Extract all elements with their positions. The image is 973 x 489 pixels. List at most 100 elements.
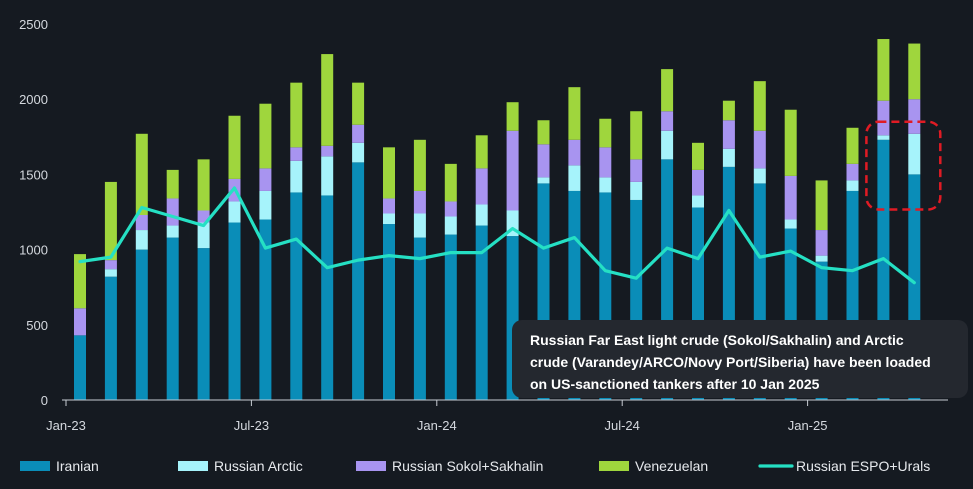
bar-segment-russian-arctic — [197, 222, 210, 249]
bar-segment-venezuelan — [753, 81, 766, 131]
bar-segment-russian-arctic — [753, 168, 766, 184]
bar-segment-venezuelan — [197, 159, 210, 211]
bar-segment-russian-arctic — [692, 195, 704, 208]
y-axis: 0 500 1000 1500 2000 2500 — [19, 17, 48, 408]
y-tick-label: 1500 — [19, 167, 48, 182]
bar-segment-venezuelan — [908, 43, 921, 100]
bar-segment-venezuelan — [413, 139, 426, 191]
bar-segment-russian-sokol-sakhalin — [104, 260, 117, 270]
bar-segment-venezuelan — [228, 115, 241, 179]
bar-segment-venezuelan — [784, 109, 797, 176]
legend-label-iranian: Iranian — [56, 458, 99, 474]
bar-segment-russian-sokol-sakhalin — [815, 230, 828, 256]
bar-segment-russian-arctic — [568, 165, 581, 191]
bar-segment-russian-sokol-sakhalin — [753, 130, 766, 169]
bar-segment-venezuelan — [444, 163, 457, 202]
bar-segment-venezuelan — [321, 54, 334, 146]
legend-swatch-iranian — [20, 461, 50, 471]
bar-segment-russian-arctic — [722, 148, 735, 167]
highlight-dashed-box — [865, 120, 942, 211]
x-tick-label: Jan-23 — [46, 418, 86, 433]
bar-segment-venezuelan — [630, 111, 643, 160]
bar-segment-venezuelan — [135, 133, 148, 216]
x-tick-label: Jan-25 — [788, 418, 828, 433]
bar-segment-russian-sokol-sakhalin — [722, 120, 735, 149]
bar-segment-iranian — [444, 234, 457, 400]
bar-segment-venezuelan — [846, 127, 859, 164]
bar-segment-russian-sokol-sakhalin — [908, 99, 921, 134]
bar-segment-russian-arctic — [135, 230, 148, 250]
bar-segment-russian-arctic — [877, 135, 890, 140]
bar-segment-russian-sokol-sakhalin — [135, 215, 148, 231]
bar-segment-russian-sokol-sakhalin — [630, 159, 643, 182]
bar-segment-venezuelan — [74, 254, 86, 309]
bar-segment-russian-arctic — [784, 219, 797, 229]
bar-segment-iranian — [475, 225, 488, 400]
x-tick-label: Jul-24 — [604, 418, 639, 433]
legend-label-russian-arctic: Russian Arctic — [214, 458, 303, 474]
bar-segment-venezuelan — [104, 181, 117, 261]
bar-segment-iranian — [383, 224, 395, 400]
annotation-line-2: crude (Varandey/ARCO/Novy Port/Siberia) … — [530, 354, 931, 370]
highlight-box — [865, 120, 942, 211]
y-tick-label: 1000 — [19, 243, 48, 258]
bar-segment-russian-arctic — [444, 216, 457, 235]
bar-segment-iranian — [259, 219, 272, 400]
bar-segment-russian-arctic — [475, 204, 488, 226]
bar-segment-iranian — [413, 237, 426, 400]
bar-segment-iranian — [506, 236, 519, 400]
bar-segment-russian-arctic — [846, 180, 859, 191]
bar-segment-russian-sokol-sakhalin — [259, 168, 272, 191]
bar-segment-russian-sokol-sakhalin — [352, 124, 365, 143]
legend-label-venezuelan: Venezuelan — [635, 458, 708, 474]
y-tick-label: 500 — [26, 318, 48, 333]
bar-segment-russian-sokol-sakhalin — [444, 201, 457, 217]
bar-segment-russian-arctic — [537, 177, 550, 184]
bar-segment-venezuelan — [259, 103, 272, 169]
bar-segment-russian-arctic — [908, 133, 921, 175]
bar-segment-venezuelan — [661, 69, 674, 112]
bar-segment-iranian — [135, 249, 148, 400]
bar-segment-russian-sokol-sakhalin — [692, 169, 704, 196]
bar-segment-russian-sokol-sakhalin — [74, 308, 86, 336]
bar-segment-venezuelan — [506, 102, 519, 131]
bar-segment-venezuelan — [166, 169, 179, 199]
bar-segment-iranian — [352, 162, 365, 400]
x-axis: Jan-23 Jul-23 Jan-24 Jul-24 Jan-25 — [46, 399, 948, 433]
bar-segment-venezuelan — [537, 120, 550, 145]
legend-swatch-venezuelan — [599, 461, 629, 471]
bar-segment-russian-arctic — [413, 213, 426, 238]
y-tick-label: 0 — [41, 393, 48, 408]
bar-segment-russian-sokol-sakhalin — [568, 139, 581, 166]
bar-segment-russian-arctic — [599, 177, 612, 193]
bar-segment-russian-sokol-sakhalin — [599, 147, 612, 178]
legend-swatch-russian-arctic — [178, 461, 208, 471]
bar-segment-venezuelan — [475, 135, 488, 169]
bar-segment-iranian — [104, 276, 117, 400]
annotation-line-1: Russian Far East light crude (Sokol/Sakh… — [530, 332, 904, 348]
bar-segment-russian-sokol-sakhalin — [383, 198, 395, 214]
bar-segment-iranian — [228, 222, 241, 400]
bar-segment-russian-sokol-sakhalin — [475, 168, 488, 205]
bar-segment-venezuelan — [599, 118, 612, 148]
bar-segment-venezuelan — [352, 82, 365, 125]
bar-segment-russian-sokol-sakhalin — [877, 100, 890, 136]
bar-segment-russian-sokol-sakhalin — [784, 175, 797, 220]
bar-segment-venezuelan — [290, 82, 303, 148]
bar-segment-russian-sokol-sakhalin — [413, 190, 426, 214]
bar-segment-iranian — [166, 237, 179, 400]
bar-segment-russian-arctic — [290, 160, 303, 193]
bar-segment-venezuelan — [383, 147, 395, 199]
bar-segment-russian-arctic — [166, 225, 179, 238]
bar-segment-iranian — [197, 248, 210, 400]
bar-segment-venezuelan — [568, 87, 581, 140]
x-tick-label: Jan-24 — [417, 418, 457, 433]
bar-segment-iranian — [321, 195, 334, 400]
bar-segment-venezuelan — [722, 100, 735, 121]
bar-segment-venezuelan — [815, 180, 828, 231]
legend: Iranian Russian Arctic Russian Sokol+Sakha… — [20, 458, 930, 474]
bar-segment-iranian — [290, 192, 303, 400]
bar-segment-venezuelan — [877, 39, 890, 101]
